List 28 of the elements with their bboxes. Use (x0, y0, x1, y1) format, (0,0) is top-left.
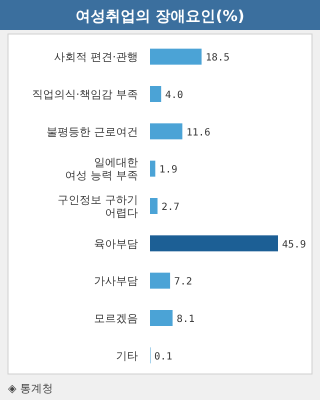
bar (150, 123, 182, 140)
data-label: 18.5 (206, 52, 230, 64)
data-label: 7.2 (174, 276, 192, 288)
data-label: 2.7 (162, 202, 180, 213)
data-label: 0.1 (154, 351, 172, 362)
y-tick-label: 일에대한 여성 능력 부족 (65, 156, 138, 182)
y-tick-label: 기타 (116, 349, 138, 362)
chart-title: 여성취업의 장애요인(%) (76, 7, 244, 25)
y-tick-label: 육아부담 (94, 237, 138, 250)
bar (150, 86, 162, 102)
data-label: 8.1 (176, 314, 195, 325)
data-label: 4.0 (165, 90, 184, 101)
bar (150, 48, 202, 65)
bar (150, 235, 278, 252)
y-tick-label: 직업의식·책임감 부족 (32, 88, 138, 101)
y-tick-label: 불평등한 근로여건 (46, 125, 138, 138)
bar (150, 160, 156, 177)
bar (150, 272, 170, 289)
bar (150, 310, 173, 326)
bar (150, 198, 158, 214)
y-tick-label: 구인정보 구하기 어렵다 (58, 194, 138, 220)
y-tick-label: 모르겠음 (94, 312, 138, 325)
y-tick-label: 사회적 편견·관행 (54, 50, 138, 64)
data-label: 11.6 (186, 127, 210, 138)
y-tick-label: 가사부담 (94, 274, 138, 288)
data-label: 1.9 (159, 164, 178, 176)
text: ◈ 통계청 (8, 382, 53, 395)
data-label: 45.9 (282, 239, 306, 250)
